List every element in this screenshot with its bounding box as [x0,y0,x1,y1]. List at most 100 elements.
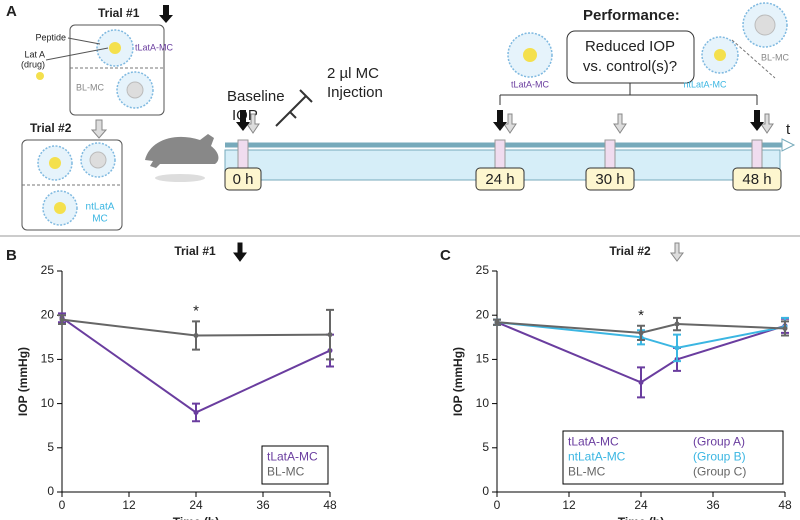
box [69,24,165,116]
label: BL-MC [76,82,105,92]
label: Peptide [35,32,66,42]
drug-core [714,49,726,61]
panel-label: C [440,247,451,264]
arrow-head [781,138,796,152]
y-tick-label: 10 [41,396,55,410]
x-tick-label: 36 [256,498,270,512]
core [126,81,144,99]
chart-title: Trial #2 [609,244,651,258]
point [494,319,500,325]
label: (drug) [21,59,45,69]
series-line [496,321,786,334]
panel-a: A Trial #1 Peptide Lat A (drug) tLatA-MC… [6,2,796,231]
arrow [760,113,774,134]
time-label: 0 h [233,171,254,188]
y-tick-label: 5 [47,440,54,454]
y-tick-label: 5 [482,440,489,454]
y-tick-label: 0 [482,484,489,498]
label: Injection [327,84,383,101]
core [89,151,107,169]
label: Lat A [24,49,45,59]
legend-group: (Group C) [693,465,746,479]
point [327,332,333,338]
time-marker [751,139,763,169]
legend-group: (Group A) [693,435,745,449]
legend [562,430,784,485]
x-tick-label: 48 [778,498,792,512]
legend-label: tLatA-MC [267,450,318,464]
panel-label: A [6,3,17,20]
y-tick-label: 20 [41,307,55,321]
label: tLatA-MC [511,79,550,89]
pointer [67,37,101,45]
legend-label: ntLatA-MC [568,450,626,464]
core [754,14,776,36]
syringe [275,89,313,127]
bracket [499,83,758,105]
axis-label: t [786,121,791,138]
pointer [45,47,109,61]
trial-title: Trial #1 [98,6,140,20]
y-tick-label: 20 [476,307,490,321]
trial-title: Trial #2 [30,121,72,135]
time-label: 24 h [485,171,514,188]
mouse [145,134,219,168]
point [782,325,788,331]
arrow [670,242,684,262]
time-box [224,167,262,191]
y-axis-label: IOP (mmHg) [451,347,465,416]
label: ntLatA [86,202,115,213]
arrow [246,113,260,134]
y-tick-label: 0 [47,484,54,498]
arrow [236,110,250,131]
x-tick-label: 12 [562,498,576,512]
legend [261,445,329,485]
x-tick-label: 48 [323,498,337,512]
drug-core [49,157,61,169]
time-box [732,167,782,191]
time-box [585,167,635,191]
time-label: 48 h [742,171,771,188]
label: tLatA-MC [135,42,174,52]
y-tick-label: 15 [476,352,490,366]
point [193,333,199,339]
drug-icon [36,72,44,80]
chart-title: Trial #1 [174,244,216,258]
point [193,409,199,415]
y-axis-label: IOP (mmHg) [16,347,30,416]
y-tick-label: 25 [476,263,490,277]
charts: B Trial #1 0 5 10 15 20 25 0 12 24 36 48 Time (h) IOP … [6,242,792,520]
time-box [475,167,525,191]
label: Reduced IOP [585,38,675,55]
arrow [503,113,517,134]
legend-label: BL-MC [267,465,305,479]
label: Baseline [227,88,285,105]
drug-core [54,202,66,214]
label: Performance: [583,7,680,24]
x-tick-label: 24 [634,498,648,512]
y-tick-label: 10 [476,396,490,410]
legend-label: tLatA-MC [568,435,619,449]
point [674,321,680,327]
point [638,379,644,385]
x-tick-label: 12 [122,498,136,512]
x-tick-label: 0 [494,498,501,512]
annotation: * [193,302,199,319]
label: BL-MC [761,52,790,62]
legend-label: BL-MC [568,465,606,479]
x-axis-label: Time (h) [173,515,219,520]
drug-core [523,48,537,62]
arrow [750,110,764,131]
time-label: 30 h [595,171,624,188]
arrow [159,5,173,23]
arrow [90,119,108,139]
legend-group: (Group B) [693,450,746,464]
arrow [613,113,627,134]
point [59,317,65,323]
x-tick-label: 24 [189,498,203,512]
y-tick-label: 25 [41,263,55,277]
y-tick-label: 15 [41,352,55,366]
panel-label: B [6,247,17,264]
x-axis-label: Time (h) [618,515,664,520]
